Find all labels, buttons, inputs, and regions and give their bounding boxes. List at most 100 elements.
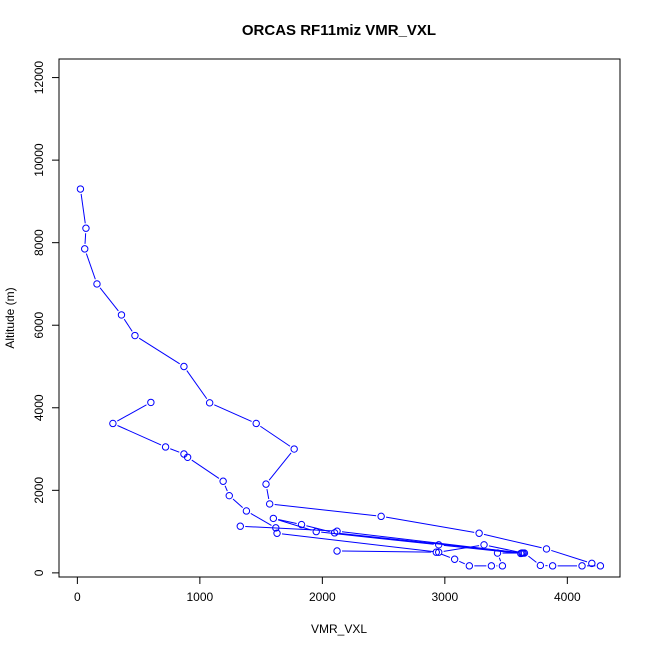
series-0-segment-14: [551, 549, 588, 563]
series-0-segment-29: [443, 545, 480, 552]
series-1-point-6: [465, 562, 474, 570]
y-tick-label-1: 2000: [32, 477, 46, 504]
series-0-point-12: [377, 512, 385, 521]
series-0-segment-25: [278, 518, 297, 524]
plot-frame: [58, 58, 621, 578]
series-0-point-10: [262, 480, 270, 488]
x-tick-label-4: 4000: [554, 590, 581, 604]
series-1-point-0: [236, 522, 244, 530]
series-0-point-14: [542, 545, 551, 553]
series-1-segment-0: [245, 525, 333, 532]
series-0-segment-32: [250, 513, 272, 526]
series-1-point-5: [487, 562, 496, 570]
series-0-segment-24: [277, 519, 312, 531]
series-1-segment-8: [342, 550, 432, 553]
series-0-point-5: [131, 331, 139, 340]
series-0-point-24: [312, 527, 320, 536]
series-0-segment-39: [117, 404, 147, 422]
series-1-point-4: [498, 562, 507, 570]
series-0-point-30: [435, 548, 443, 556]
series-0-point-18: [548, 562, 557, 570]
series-0-point-3: [93, 280, 101, 288]
series-0-segment-23: [321, 531, 434, 545]
series-0-segment-1: [84, 233, 87, 244]
series-0-segment-2: [85, 253, 96, 280]
series-0-point-16: [596, 562, 605, 570]
chart-title: ORCAS RF11miz VMR_VXL: [242, 22, 436, 39]
series-0-segment-34: [224, 485, 228, 492]
series-0-segment-5: [138, 337, 180, 365]
series-0-point-35: [219, 477, 227, 485]
series-1-point-8: [432, 548, 440, 556]
series-0-segment-33: [232, 498, 244, 509]
series-0-point-33: [242, 507, 251, 515]
x-tick-label-1: 1000: [187, 590, 214, 604]
series-0-segment-28: [488, 545, 519, 553]
series-0-segment-6: [186, 370, 208, 400]
series-1-segment-7: [440, 553, 451, 558]
series-0-segment-19: [528, 555, 537, 563]
series-0-segment-8: [260, 425, 291, 447]
series-0-point-13: [475, 529, 483, 537]
series-0-point-9: [290, 445, 298, 453]
series-0-point-39: [109, 419, 117, 428]
y-axis: 0 2000 4000 6000 8000 10000 12000: [32, 61, 60, 576]
series-0-segment-35: [191, 459, 220, 479]
x-tick-label-0: 0: [74, 590, 81, 604]
x-tick-label-2: 2000: [309, 590, 336, 604]
series-0-point-31: [273, 529, 281, 537]
series-1-segment-6: [458, 560, 465, 565]
series-0-segment-12: [385, 516, 475, 533]
series-0-point-29: [480, 541, 488, 549]
series-0-point-2: [81, 245, 89, 253]
series-0-segment-10: [266, 488, 270, 500]
series-0-segment-30: [281, 533, 434, 553]
series-0-point-40: [147, 398, 155, 407]
series-0-segment-13: [483, 533, 542, 549]
series-0-point-26: [297, 520, 306, 529]
series-0-point-34: [225, 491, 233, 500]
series-0-point-38: [161, 443, 170, 451]
series-0-point-4: [117, 311, 126, 319]
series-1-point-9: [333, 547, 341, 555]
series-0-segment-0: [80, 193, 86, 224]
y-tick-label-4: 8000: [32, 229, 46, 256]
series-1-segment-3: [498, 557, 502, 562]
x-axis: 0 1000 2000 3000 4000: [74, 576, 581, 604]
series-0-point-15: [588, 559, 596, 568]
series-0-segment-37: [170, 448, 180, 453]
series-0-point-25: [269, 514, 278, 523]
series-0-point-11: [265, 500, 274, 508]
series-0-segment-9: [268, 452, 292, 481]
series-0-point-23: [435, 541, 443, 549]
x-axis-label: VMR_VXL: [311, 622, 367, 636]
series-0-segment-3: [99, 287, 119, 312]
y-tick-label-2: 4000: [32, 394, 46, 421]
series-1-segment-1: [341, 531, 518, 553]
series-1-point-7: [450, 555, 459, 563]
series-0-segment-22: [443, 544, 516, 554]
series-0-point-0: [76, 185, 85, 193]
series-0-segment-7: [214, 404, 252, 422]
series-1-point-3: [493, 549, 502, 557]
y-axis-label: Altitude (m): [3, 287, 17, 348]
series-1-point-1: [333, 527, 341, 535]
series-0-point-6: [180, 362, 188, 371]
series-0-segment-11: [274, 503, 377, 517]
series-0-segment-38: [117, 425, 162, 446]
series-0-point-19: [536, 561, 545, 570]
series-1-point-2: [518, 549, 526, 557]
x-tick-label-3: 3000: [431, 590, 458, 604]
series-0-segment-4: [123, 318, 133, 332]
series-0-point-1: [82, 224, 90, 232]
series-0-point-17: [578, 562, 586, 570]
series-0-point-7: [205, 399, 214, 407]
series-layer: [76, 185, 605, 570]
series-0-point-37: [180, 450, 188, 458]
series-0-point-8: [252, 419, 260, 428]
y-tick-label-5: 10000: [32, 143, 46, 177]
y-tick-label-6: 12000: [32, 61, 46, 95]
y-tick-label-0: 0: [32, 569, 46, 576]
y-tick-label-3: 6000: [32, 312, 46, 339]
